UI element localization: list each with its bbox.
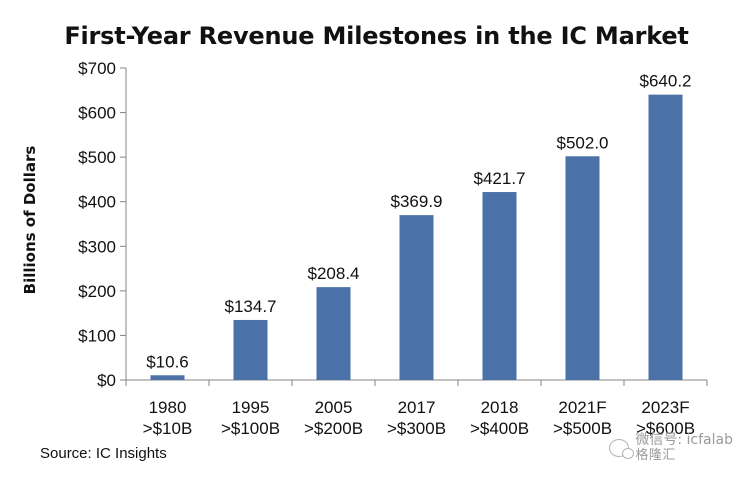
- watermark-text: 微信号: icfalab 格隆汇: [635, 432, 733, 464]
- bar: [150, 375, 185, 380]
- watermark-logo: 格隆汇: [635, 448, 676, 463]
- y-tick-label: $300: [78, 237, 116, 256]
- y-tick-label: $100: [78, 326, 116, 345]
- bar: [565, 156, 600, 380]
- x-tick-label: 2021F: [558, 398, 606, 417]
- y-tick-label: $600: [78, 104, 116, 123]
- bar-value-label: $208.4: [308, 264, 360, 283]
- y-tick-label: $200: [78, 282, 116, 301]
- y-tick-label: $0: [97, 371, 116, 390]
- x-tick-label: >$600B: [636, 419, 695, 438]
- watermark-handle: 微信号: icfalab: [635, 432, 733, 448]
- watermark: 微信号: icfalab 格隆汇: [609, 428, 733, 468]
- x-tick-label: 2017: [398, 398, 436, 417]
- chart-title: First-Year Revenue Milestones in the IC …: [64, 22, 689, 50]
- x-tick-label: 2005: [315, 398, 353, 417]
- x-tick-label: >$10B: [143, 419, 193, 438]
- x-tick-label: 2018: [481, 398, 519, 417]
- y-tick-label: $500: [78, 148, 116, 167]
- y-tick-label: $400: [78, 193, 116, 212]
- x-tick-label: 2023F: [641, 398, 689, 417]
- bar-value-label: $10.6: [146, 352, 189, 371]
- x-tick-label: >$300B: [387, 419, 446, 438]
- x-tick-label: >$100B: [221, 419, 280, 438]
- bar: [482, 192, 517, 380]
- y-tick-label: $700: [78, 59, 116, 78]
- bar: [316, 287, 351, 380]
- bar-value-label: $502.0: [557, 133, 609, 152]
- x-tick-label: 1980: [149, 398, 187, 417]
- bar-value-label: $421.7: [474, 169, 526, 188]
- bar-value-label: $640.2: [640, 72, 692, 91]
- bar: [648, 94, 683, 380]
- bar-value-label: $369.9: [391, 192, 443, 211]
- bar: [399, 215, 434, 380]
- wechat-icon: [609, 439, 635, 459]
- source-note: Source: IC Insights: [40, 445, 167, 462]
- bar-value-label: $134.7: [225, 297, 277, 316]
- x-tick-label: >$500B: [553, 419, 612, 438]
- bar: [233, 319, 268, 380]
- x-tick-label: 1995: [232, 398, 270, 417]
- x-tick-label: >$200B: [304, 419, 363, 438]
- x-tick-label: >$400B: [470, 419, 529, 438]
